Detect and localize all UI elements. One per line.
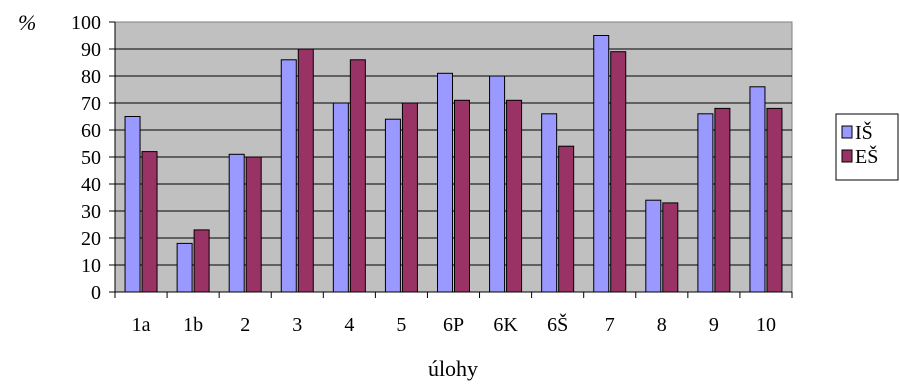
bar-is-1b	[176, 242, 193, 293]
y-axis-label: %	[18, 10, 36, 35]
x-tick-label: 5	[396, 314, 406, 336]
bar-is-9	[697, 113, 714, 293]
y-tick-label: 30	[81, 201, 101, 223]
y-tick-label: 20	[81, 228, 101, 250]
x-tick-label: 7	[605, 314, 615, 336]
bar-is-3	[280, 59, 297, 293]
y-tick-label: 40	[81, 174, 101, 196]
legend-label: IŠ	[855, 120, 873, 144]
x-tick-label: 3	[292, 314, 302, 336]
y-tick-label: 60	[81, 120, 101, 142]
bar-is-4	[332, 102, 349, 293]
bar-es-10	[766, 107, 783, 293]
y-tick-label: 50	[81, 147, 101, 169]
bar-es-8	[662, 202, 679, 293]
bar-es-3	[297, 48, 314, 293]
x-tick-label: 9	[709, 314, 719, 336]
y-tick-label: 70	[81, 93, 101, 115]
x-axis-ticks: 1a 1b 2 3 4 5 6P 6K 6Š 7 8 9 10	[114, 292, 793, 336]
bar-es-6P	[454, 99, 470, 293]
x-tick-label: 1a	[132, 314, 151, 336]
bar-es-6Š	[558, 145, 575, 293]
x-tick-label: 6Š	[547, 312, 568, 336]
x-tick-label: 6P	[443, 314, 464, 336]
bar-is-1a	[124, 116, 141, 293]
bar-es-7	[610, 51, 627, 293]
bar-is-7	[593, 35, 610, 293]
bar-es-4	[349, 59, 366, 293]
bar-is-5	[384, 118, 401, 293]
y-tick-label: 90	[81, 39, 101, 61]
bar-is-6P	[437, 72, 453, 293]
y-tick-label: 80	[81, 66, 101, 88]
bar-es-1a	[141, 151, 158, 293]
y-tick-label: 100	[71, 12, 101, 34]
gridlines	[115, 48, 792, 266]
x-tick-label: 2	[240, 314, 250, 336]
bar-es-9	[714, 107, 731, 293]
y-tick-label: 0	[91, 282, 101, 304]
bar-es-2	[245, 156, 262, 293]
legend-swatch	[841, 149, 853, 163]
x-tick-label: 8	[657, 314, 667, 336]
bar-es-6K	[506, 99, 523, 293]
bar-es-5	[401, 102, 418, 293]
bar-is-10	[749, 86, 766, 293]
x-tick-label: 4	[344, 314, 354, 336]
x-axis-label: úlohy	[428, 356, 478, 381]
bar-is-2	[228, 153, 245, 293]
legend-swatch	[841, 125, 853, 139]
legend-box	[835, 113, 899, 181]
x-tick-label: 6K	[493, 314, 518, 336]
bar-is-6Š	[541, 113, 558, 293]
bars	[124, 35, 783, 293]
x-tick-label: 10	[756, 314, 776, 336]
y-axis-ticks: 0 10 20 30 40 50 60 70 80 90 100	[71, 12, 115, 304]
bar-is-8	[645, 199, 662, 293]
bar-es-1b	[193, 229, 210, 293]
y-tick-label: 10	[81, 255, 101, 277]
bar-is-6K	[489, 75, 506, 293]
x-tick-label: 1b	[183, 314, 203, 336]
legend-label: EŠ	[855, 144, 878, 168]
